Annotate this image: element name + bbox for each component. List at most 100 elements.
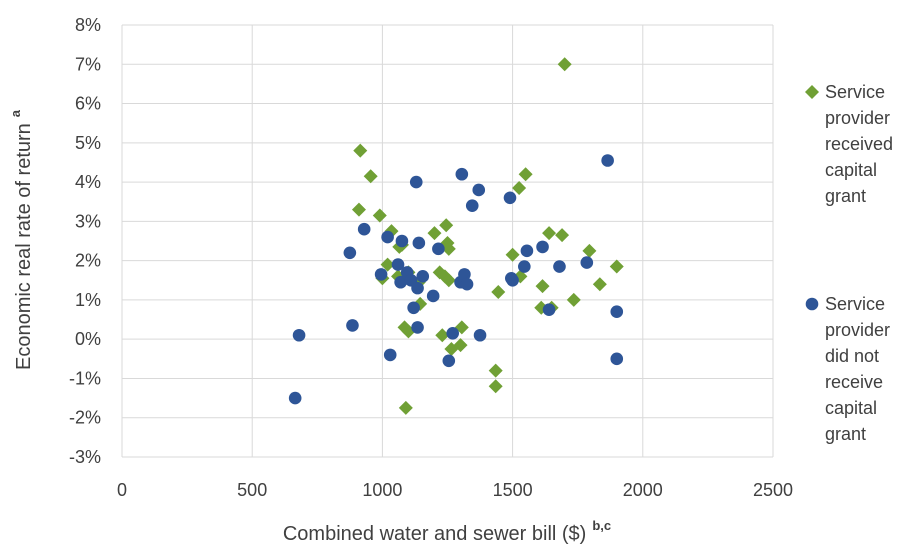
no-grant-data-point (610, 352, 624, 366)
grant-data-point (582, 243, 597, 258)
grant-data-point (372, 208, 387, 223)
legend-text-line: did not (825, 346, 879, 366)
grant-data-point (491, 285, 506, 300)
no-grant-data-point (506, 273, 519, 287)
no-grant-data-point (455, 167, 469, 181)
grant-data-point (435, 328, 450, 343)
no-grant-data-point (503, 191, 517, 205)
no-grant-data-point (601, 154, 614, 167)
x-axis-label: Combined water and sewer bill ($) b,c (283, 518, 611, 545)
no-grant-data-point (374, 268, 388, 281)
grant-data-point (535, 279, 550, 294)
x-axis-ticks: 0 500 1000 1500 2000 2500 (117, 480, 793, 500)
legend-marker-no-grant (805, 297, 819, 311)
no-grant-data-point (288, 391, 302, 405)
no-grant-data-point (580, 256, 594, 269)
no-grant-data-point (343, 246, 357, 260)
y-axis-ticks: -3% -2% -1% 0% 1% 2% 3% 4% 5% 6% 7% 8% (69, 15, 101, 467)
grant-data-point (555, 228, 570, 243)
legend-text-line: received (825, 134, 893, 154)
no-grant-data-point (442, 354, 456, 368)
legend-text-line: capital (825, 398, 877, 418)
legend-marker-grant (805, 85, 819, 99)
no-grant-data-point (520, 244, 534, 258)
no-grant-data-point (395, 234, 409, 248)
grant-data-point (351, 202, 366, 217)
grant-data-point (398, 400, 413, 415)
no-grant-data-point (357, 222, 371, 236)
y-tick-label: 5% (75, 133, 101, 153)
y-tick-label: -3% (69, 447, 101, 467)
grant-data-point (380, 257, 395, 272)
no-grant-data-point (383, 348, 397, 362)
y-tick-label: 4% (75, 172, 101, 192)
y-tick-label: -2% (69, 408, 101, 428)
y-tick-label: 0% (75, 329, 101, 349)
no-grant-data-point (553, 260, 566, 273)
grant-data-point (363, 169, 378, 184)
grant-data-point (488, 379, 503, 394)
grant-data-point (439, 218, 454, 233)
grant-data-point (512, 180, 527, 195)
legend-text-line: Service (825, 82, 885, 102)
y-tick-label: 2% (75, 251, 101, 271)
no-grant-data-point (346, 319, 359, 332)
no-grant-data-point (409, 175, 423, 189)
y-tick-label: 1% (75, 290, 101, 310)
grant-data-point (557, 57, 572, 72)
grant-data-point (441, 273, 456, 288)
x-tick-label: 500 (237, 480, 267, 500)
no-grant-data-point (416, 270, 430, 283)
no-grant-data-point (411, 281, 424, 295)
no-grant-data-point (460, 277, 474, 291)
no-grant-data-point (394, 275, 407, 289)
y-axis-label: Economic real rate of returna (8, 109, 35, 370)
no-grant-data-point (407, 301, 420, 315)
grant-data-point (518, 167, 533, 182)
grant-data-point (566, 292, 581, 307)
legend-text-line: receive (825, 372, 883, 392)
no-grant-data-point (472, 183, 486, 197)
y-tick-label: 3% (75, 211, 101, 231)
y-tick-label: 6% (75, 94, 101, 114)
grant-data-point (488, 363, 503, 378)
no-grant-data-point (518, 260, 531, 273)
grant-data-point (353, 143, 368, 158)
no-grant-data-point (411, 321, 424, 334)
gridlines (121, 24, 774, 458)
no-grant-data-point (465, 199, 479, 212)
grant-data-point (609, 259, 624, 274)
grant-data-point (542, 226, 557, 241)
x-tick-label: 2000 (623, 480, 663, 500)
no-grant-data-point (536, 240, 549, 254)
grant-data-point (592, 277, 607, 292)
legend-text-line: Service (825, 294, 885, 314)
grant-data-point (505, 247, 520, 262)
y-tick-label: 7% (75, 54, 101, 74)
no-grant-data-point (446, 326, 460, 340)
x-tick-label: 0 (117, 480, 127, 500)
data-points (288, 57, 624, 415)
no-grant-data-point (412, 236, 426, 250)
x-tick-label: 1000 (362, 480, 402, 500)
no-grant-data-point (473, 328, 487, 342)
legend-text-line: provider (825, 320, 890, 340)
x-tick-label: 1500 (493, 480, 533, 500)
no-grant-data-point (381, 230, 394, 244)
no-grant-data-point (542, 303, 556, 317)
no-grant-data-point (458, 268, 471, 281)
no-grant-data-point (426, 289, 440, 303)
legend-text-line: capital (825, 160, 877, 180)
legend-text-line: grant (825, 186, 866, 206)
legend-text-line: grant (825, 424, 866, 444)
grant-data-point (441, 241, 456, 256)
y-tick-label: -1% (69, 368, 101, 388)
no-grant-data-point (432, 242, 445, 256)
grant-data-point (453, 338, 468, 353)
no-grant-data-point (391, 258, 405, 271)
x-tick-label: 2500 (753, 480, 793, 500)
legend: Service provider received capital grant Servi… (805, 82, 893, 444)
legend-text-line: provider (825, 108, 890, 128)
no-grant-data-point (610, 305, 624, 318)
grant-data-point (427, 226, 442, 241)
